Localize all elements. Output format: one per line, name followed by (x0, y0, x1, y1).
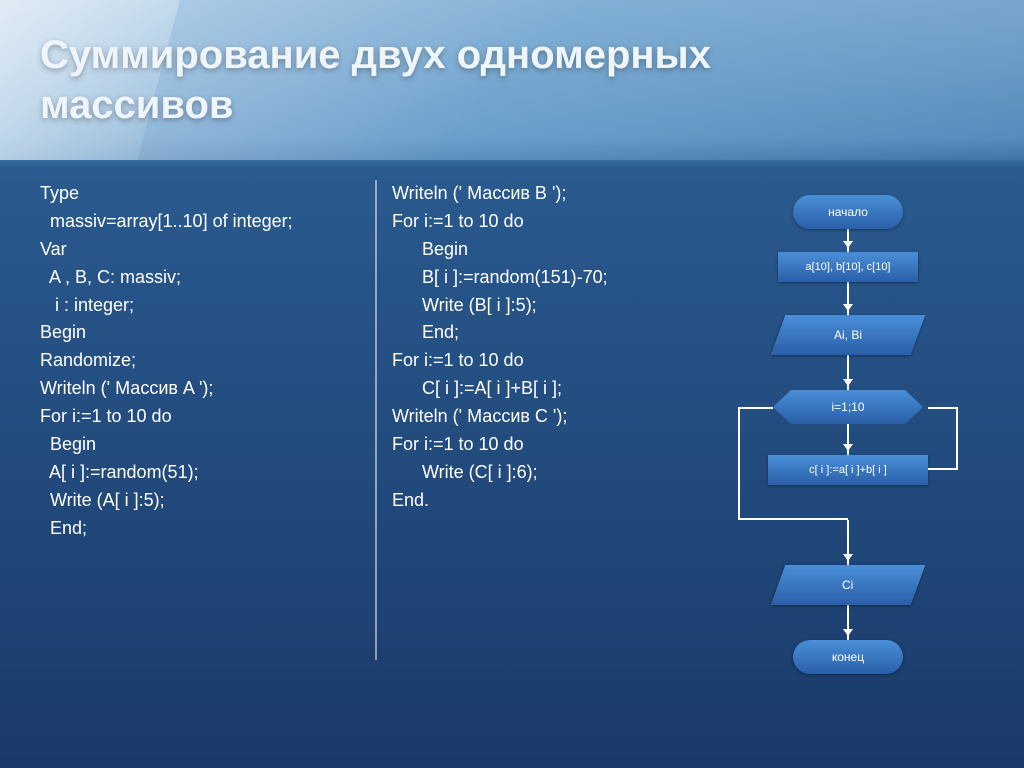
code-block-left: Type massiv=array[1..10] of integer; Var… (40, 180, 360, 750)
flow-arrow (847, 229, 849, 252)
flow-exit-edge (738, 407, 773, 409)
flowchart: начало a[10], b[10], c[10] Ai, Bi i=1;10… (702, 180, 994, 750)
title-line-1: Суммирование двух одномерных (40, 33, 711, 77)
flow-exit-edge (738, 407, 740, 520)
flow-arrow (847, 520, 849, 565)
flow-declare: a[10], b[10], c[10] (778, 252, 918, 282)
flow-loop: i=1;10 (773, 390, 923, 424)
flow-back-edge (928, 407, 958, 409)
flow-exit-edge (738, 518, 848, 520)
flow-start: начало (793, 195, 903, 229)
flow-output: Ci (771, 565, 926, 605)
slide-title: Суммирование двух одномерных массивов (40, 30, 984, 130)
flow-input: Ai, Bi (771, 315, 926, 355)
flow-arrow (847, 424, 849, 455)
flow-back-edge (928, 468, 958, 470)
code-block-right: Writeln (' Массив B '); For i:=1 to 10 d… (392, 180, 702, 750)
flow-assign: c[ i ]:=a[ i ]+b[ i ] (768, 455, 928, 485)
title-line-2: массивов (40, 83, 233, 127)
slide-header: Суммирование двух одномерных массивов (0, 0, 1024, 160)
vertical-divider (375, 180, 377, 660)
flow-back-edge (956, 407, 958, 470)
flow-arrow (847, 282, 849, 315)
content-area: Type massiv=array[1..10] of integer; Var… (0, 160, 1024, 750)
flow-end: конец (793, 640, 903, 674)
flow-arrow (847, 355, 849, 390)
flow-arrow (847, 605, 849, 640)
